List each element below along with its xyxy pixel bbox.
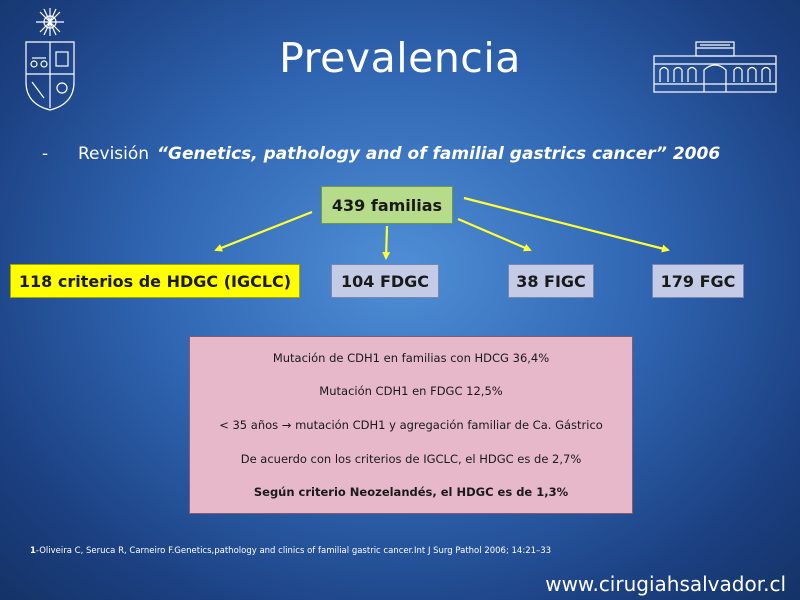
finding-item: Mutación de CDH1 en familias con HDCG 36… bbox=[272, 350, 550, 365]
reference-number: 1 bbox=[30, 546, 36, 556]
arrow-to-figc bbox=[457, 217, 532, 252]
arrow-to-fdgc bbox=[382, 225, 391, 260]
subtitle: - Revisión “Genetics, pathology and of fam… bbox=[42, 144, 720, 164]
finding-item: De acuerdo con los criterios de IGCLC, e… bbox=[240, 451, 582, 466]
node-hdgc-criteria: 118 criterios de HDGC (IGCLC) bbox=[10, 264, 300, 298]
arrow-to-fgc bbox=[463, 196, 670, 253]
reference-text: -Oliveira C, Seruca R, Carneiro F.Geneti… bbox=[35, 546, 552, 556]
arrow-to-hdgc bbox=[214, 210, 313, 252]
finding-item: Mutación CDH1 en FDGC 12,5% bbox=[319, 384, 503, 399]
subtitle-prefix: Revisión bbox=[78, 144, 150, 164]
university-crest-icon bbox=[25, 8, 75, 111]
findings-box: Mutación de CDH1 en familias con HDCG 36… bbox=[189, 336, 633, 514]
hospital-building-icon bbox=[653, 41, 777, 93]
finding-item: < 35 años → mutación CDH1 y agregación f… bbox=[219, 417, 603, 432]
subtitle-paper-title: “Genetics, pathology and of familial gas… bbox=[157, 144, 721, 164]
node-fdgc: 104 FDGC bbox=[331, 264, 439, 298]
reference-citation: 1-Oliveira C, Seruca R, Carneiro F.Genet… bbox=[30, 546, 551, 556]
root-node-439-familias: 439 familias bbox=[321, 186, 453, 224]
node-figc: 38 FIGC bbox=[508, 264, 594, 298]
finding-item: Según criterio Neozelandés, el HDGC es d… bbox=[253, 485, 569, 500]
subtitle-dash: - bbox=[42, 144, 49, 164]
node-fgc: 179 FGC bbox=[652, 264, 744, 298]
slide-title: Prevalencia bbox=[279, 34, 521, 82]
footer-website: www.cirugiahsalvador.cl bbox=[545, 572, 786, 596]
